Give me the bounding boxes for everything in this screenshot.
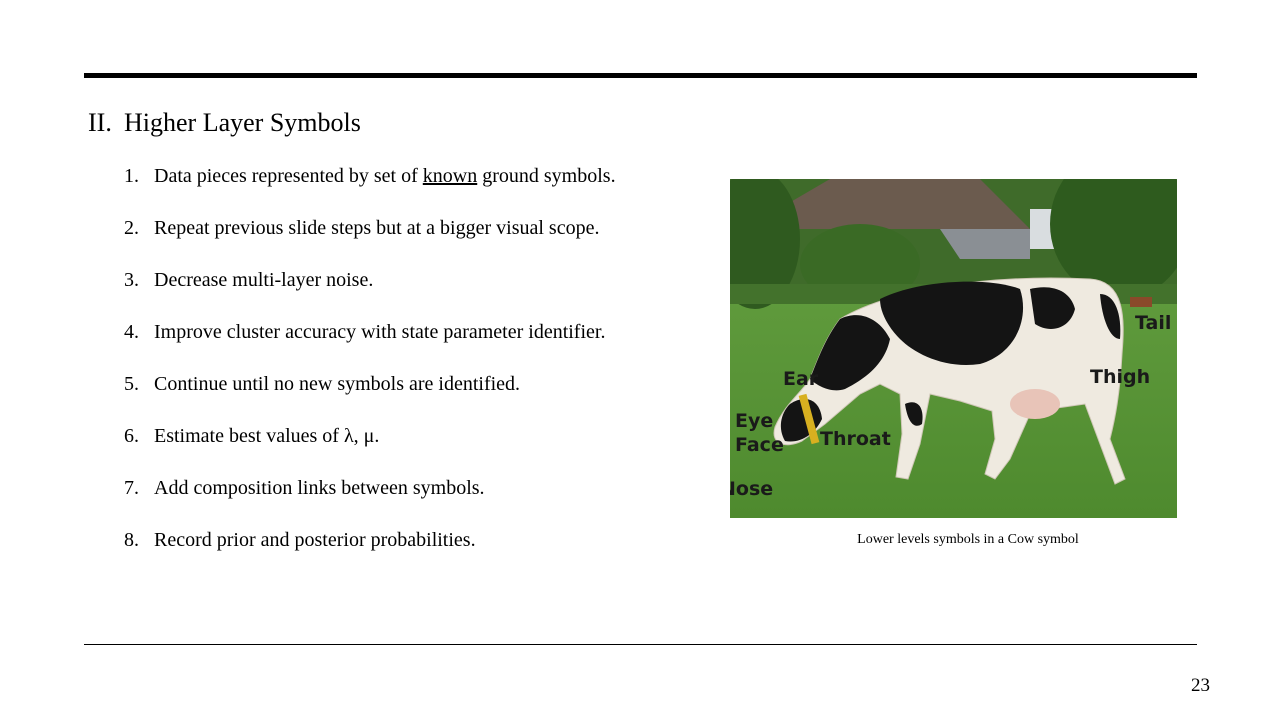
cow-patch [1030,287,1075,329]
step-text: Continue until no new symbols are identi… [154,373,521,395]
step-number: 5. [124,373,139,395]
cow-patch [905,402,923,426]
step-number: 4. [124,321,139,343]
step-number: 7. [124,477,139,499]
step-item: 8. Record prior and posterior probabilit… [124,527,616,579]
label-eye: Eye [735,410,773,432]
emphasis-known: known [422,165,478,187]
step-item: 4. Improve cluster accuracy with state p… [124,319,616,371]
figure-caption: Lower levels symbols in a Cow symbol [857,532,1079,547]
step-text: Repeat previous slide steps but at a big… [154,217,600,239]
cow-udder [1010,389,1060,419]
step-text: Record prior and posterior probabilities… [154,529,476,551]
cow-patch [810,315,890,391]
page-number: 23 [1191,675,1210,696]
house-roof-side [940,229,1030,259]
step-number: 1. [124,165,139,187]
house-roof [770,179,1030,229]
step-number: 2. [124,217,139,239]
step-text: Improve cluster accuracy with state para… [154,321,606,343]
label-thigh: Thigh [1090,366,1150,388]
step-text: Data pieces represented by set of known … [154,165,616,187]
label-tail: Tail [1135,312,1171,334]
step-item: 3. Decrease multi-layer noise. [124,267,616,319]
cow-patch [1100,294,1121,339]
label-nose: Nose [730,478,773,500]
step-number: 8. [124,529,139,551]
step-item: 1. Data pieces represented by set of kno… [124,163,616,215]
cow-photo: Ear Eye Face Throat Nose Tail Thigh [730,179,1177,518]
tree-left [730,179,800,309]
step-item: 5. Continue until no new symbols are ide… [124,371,616,423]
step-item: 2. Repeat previous slide steps but at a … [124,215,616,267]
cow-illustration: Ear Eye Face Throat Nose Tail Thigh [730,179,1177,518]
section-heading: II. Higher Layer Symbols [88,107,361,139]
top-rule [84,73,1197,78]
cow-patch [880,281,1024,365]
step-list: 1. Data pieces represented by set of kno… [124,163,616,579]
step-number: 3. [124,269,139,291]
step-text: Add composition links between symbols. [154,477,485,499]
label-ear: Ear [783,368,819,390]
section-title: Higher Layer Symbols [124,108,361,137]
step-text: Decrease multi-layer noise. [154,269,374,291]
distant-cow [1130,297,1152,307]
step-number: 6. [124,425,139,447]
cow-collar [798,393,820,445]
section-number: II. [88,108,112,137]
bottom-rule [84,644,1197,645]
step-text: Estimate best values of λ, μ. [154,425,380,447]
tree-right [1050,179,1177,299]
label-throat: Throat [820,428,891,450]
label-face: Face [735,434,784,456]
step-item: 6. Estimate best values of λ, μ. [124,423,616,475]
step-item: 7. Add composition links between symbols… [124,475,616,527]
